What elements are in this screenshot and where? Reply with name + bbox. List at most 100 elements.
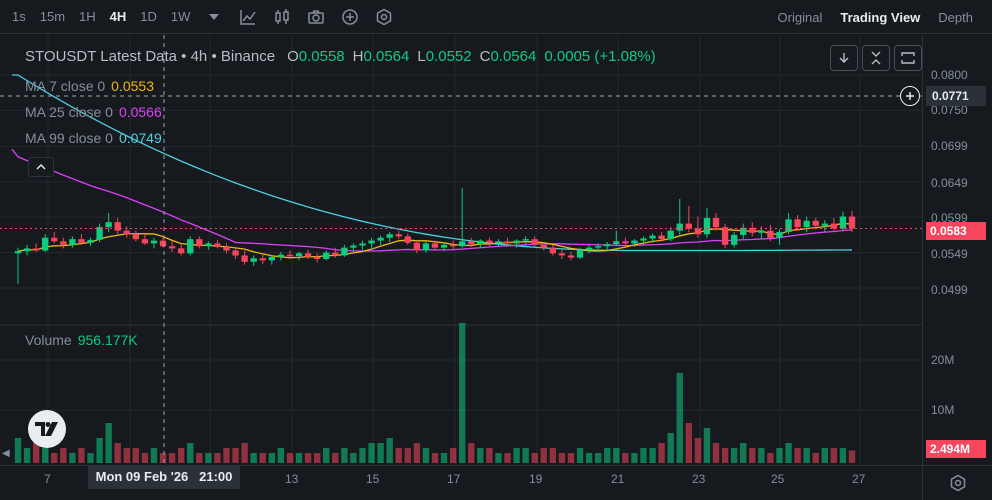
candle-body [649,235,656,239]
volume-bar [676,373,683,463]
time-tick: 23 [692,472,706,486]
volume-bar [468,443,475,463]
volume-bar [14,438,22,463]
interval-dropdown-icon[interactable] [197,0,231,34]
time-tick: 13 [285,472,299,486]
candle-body [395,234,402,237]
time-tick: 19 [529,472,543,486]
candle-body [522,239,529,241]
volume-bar [540,448,547,463]
volume-bar [422,448,430,463]
volume-bar [649,448,656,463]
volume-bar [332,453,339,463]
tradingview-logo[interactable] [28,410,66,448]
volume-bar [830,448,838,463]
candles-settings-icon[interactable] [265,0,299,34]
candle-body [758,230,765,233]
candle-body [359,243,366,246]
candle-body [477,240,484,245]
ma99-line [12,74,853,252]
price-axis[interactable] [922,35,992,465]
indicator-chart-icon[interactable] [231,0,265,34]
candle-body [658,235,665,240]
camera-icon[interactable] [299,0,333,34]
volume-value: 956.177K [77,332,138,348]
volume-bar [359,448,366,463]
interval-1s[interactable]: 1s [12,8,26,24]
volume-bar [304,453,312,463]
volume-bar [23,448,31,463]
ma25-row: MA 25 close 0 0.0566 [25,104,162,120]
candle-body [259,258,266,261]
volume-bar [42,448,49,463]
volume-bar [232,448,239,463]
view-tab-original[interactable]: Original [777,9,823,25]
time-tick: 21 [611,472,625,486]
candle-body [848,216,856,229]
candle-body [703,217,711,235]
volume-bar [350,453,357,463]
candle-body [767,230,774,238]
price-tick: 0.0699 [931,139,968,153]
volume-bar [613,448,620,463]
candle-body [513,240,520,244]
candle-body [431,243,439,248]
candle-body [803,220,810,228]
candle-body [440,244,448,248]
volume-bar [703,428,711,463]
volume-bar [622,453,629,463]
chart-settings-button[interactable] [922,465,992,500]
volume-bar [205,453,212,463]
candle-body [232,250,239,256]
volume-bar [250,453,257,463]
open-label: O [287,48,299,65]
scroll-left-icon[interactable]: ◀ [2,448,10,459]
chart-toolbar: 1s 15m 1H 4H 1D 1W Original Trading View… [0,0,992,34]
candle-body [96,227,103,240]
interval-1w[interactable]: 1W [170,8,191,24]
candle-body [558,253,566,256]
candle-body [640,238,647,241]
interval-1h[interactable]: 1H [79,8,96,24]
candlestick-chart[interactable] [0,35,922,465]
volume-bar [477,448,484,463]
candle-body [785,219,792,233]
crosshair-price-label: 0.0771 [926,86,986,106]
candle-body [313,256,321,259]
volume-bar [803,448,810,463]
time-axis[interactable] [0,465,922,500]
volume-bar [150,448,158,463]
volume-bar [196,453,203,463]
candle-body [449,244,457,247]
candle-body [386,234,393,238]
candle-body [459,241,466,247]
view-tab-trading-view[interactable]: Trading View [840,9,921,25]
candle-body [676,223,683,231]
volume-tick: 10M [931,403,955,417]
collapse-legend-button[interactable] [28,157,54,177]
collapse-panes-button[interactable] [862,45,890,71]
scroll-down-button[interactable] [830,45,858,71]
volume-bar [721,448,729,463]
settings-hex-icon[interactable] [367,0,401,34]
candle-body [341,247,348,256]
volume-bar [96,438,103,463]
volume-bar [187,443,194,463]
add-circle-icon[interactable] [333,0,367,34]
interval-15m[interactable]: 15m [39,8,66,24]
volume-bar [51,453,58,463]
maximize-button[interactable] [894,45,922,71]
interval-1d[interactable]: 1D [140,8,157,24]
view-tab-depth[interactable]: Depth [938,9,973,25]
interval-4h[interactable]: 4H [109,8,127,24]
volume-bar [558,453,566,463]
last-volume-badge: 2.494M [926,440,986,458]
candle-body [159,240,167,247]
volume-bar [694,438,702,463]
volume-bar [440,453,448,463]
price-tick: 0.0549 [931,247,968,261]
volume-bar [685,423,692,463]
candle-body [187,239,194,254]
add-alert-button[interactable] [900,86,920,106]
candle-body [468,241,475,245]
